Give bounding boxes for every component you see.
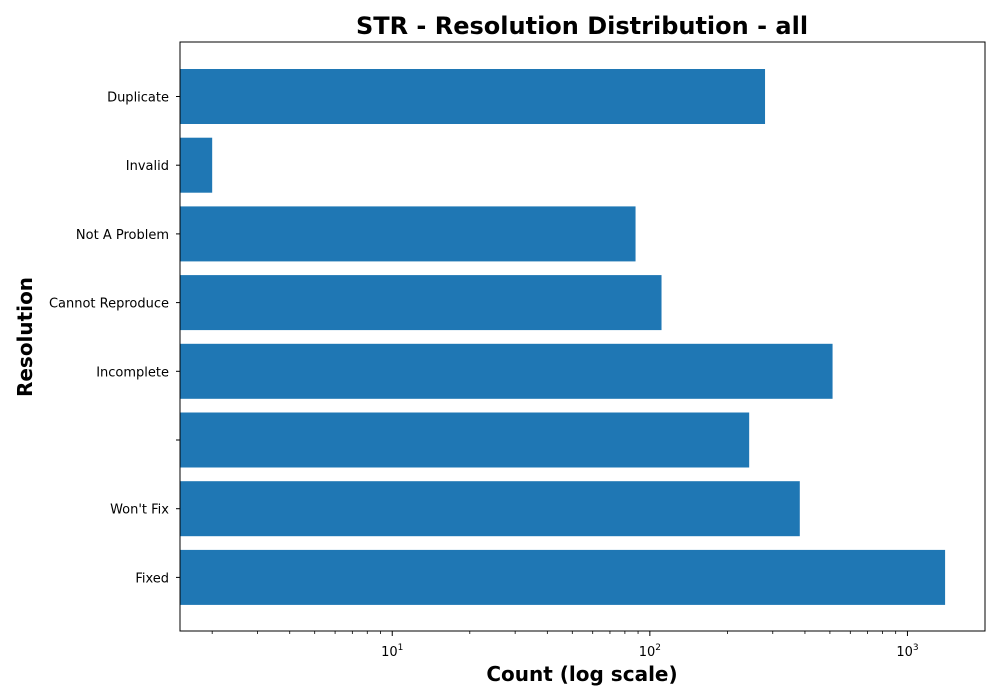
x-axis-label: Count (log scale) (486, 662, 677, 686)
y-tick-label: Invalid (126, 159, 169, 174)
bars (180, 69, 945, 605)
bar-not-a-problem (180, 206, 636, 261)
y-tick-label: Won't Fix (110, 503, 169, 518)
plot-frame (180, 42, 985, 631)
bar-won-t-fix (180, 481, 800, 536)
y-tick-label: Not A Problem (76, 228, 169, 243)
y-tick-label: Duplicate (107, 91, 169, 106)
y-tick-label: Fixed (135, 571, 169, 586)
y-axis: Duplicate Invalid Not A Problem Cannot Repr… (49, 91, 180, 587)
bar-invalid (180, 138, 212, 193)
bar-blank (180, 413, 749, 468)
x-tick-label: 102 (639, 643, 661, 660)
x-tick-label: 103 (896, 643, 918, 660)
bar-fixed (180, 550, 945, 605)
bar-duplicate (180, 69, 765, 124)
y-axis-label: Resolution (13, 277, 37, 397)
y-tick-label: Cannot Reproduce (49, 297, 169, 312)
y-tick-label: Incomplete (96, 365, 169, 380)
x-axis: 101 102 103 (212, 631, 918, 660)
x-tick-label: 101 (381, 643, 403, 660)
bar-cannot-reproduce (180, 275, 662, 330)
chart-title: STR - Resolution Distribution - all (356, 12, 808, 40)
bar-incomplete (180, 344, 833, 399)
